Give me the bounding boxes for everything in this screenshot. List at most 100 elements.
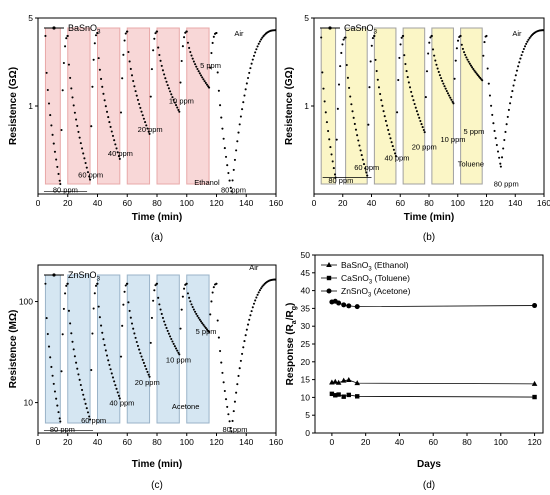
data-point [325, 121, 328, 124]
data-point [360, 154, 363, 157]
data-point [152, 49, 155, 52]
data-point [249, 314, 252, 317]
data-point [83, 157, 86, 160]
y-tick-label: 10 [301, 392, 311, 402]
data-point [245, 328, 248, 331]
data-point [82, 152, 85, 155]
data-point [180, 59, 183, 63]
series-line [331, 379, 535, 385]
data-point [94, 284, 98, 287]
data-point [141, 114, 144, 117]
data-point [163, 320, 166, 323]
data-point [445, 89, 448, 93]
data-point [186, 41, 189, 44]
y-tick-label: 15 [301, 375, 311, 385]
data-point [351, 110, 354, 113]
data-point [241, 108, 244, 111]
legend-label: CaSnO3 (Toluene) [341, 273, 410, 286]
data-point [332, 167, 335, 170]
data-point [402, 34, 405, 38]
data-point [518, 61, 521, 64]
data-point [226, 164, 229, 167]
data-point [164, 323, 167, 326]
data-point [140, 110, 143, 113]
data-point [390, 141, 393, 144]
data-point [57, 411, 60, 414]
data-point [163, 73, 166, 76]
annotation: Acetone [172, 402, 200, 411]
data-point [178, 353, 181, 356]
data-point [114, 384, 117, 387]
data-point [422, 128, 425, 132]
data-point [232, 410, 235, 413]
data-point [481, 79, 484, 82]
data-point [469, 64, 473, 67]
data-point [71, 340, 74, 343]
data-point [425, 70, 429, 73]
data-point [201, 322, 204, 325]
data-point [142, 361, 145, 365]
y-tick-label: 30 [301, 321, 311, 331]
response-cycle-6 [185, 282, 218, 334]
data-point [190, 303, 193, 306]
exposure-window-5 [431, 27, 454, 185]
x-tick-label: 0 [312, 198, 317, 208]
data-point [77, 373, 80, 376]
legend-label: ZnSnO3 [68, 270, 101, 283]
annotation: Ethanol [194, 178, 220, 187]
data-point [154, 32, 157, 35]
data-point [504, 130, 507, 133]
data-point [509, 102, 512, 105]
exposure-window-1 [44, 27, 61, 185]
response-cycle-7 [215, 278, 277, 433]
data-point [154, 284, 157, 287]
data-point [367, 123, 370, 126]
data-point [352, 116, 355, 119]
data-point [417, 113, 420, 116]
data-point [104, 349, 107, 352]
data-point [158, 53, 161, 57]
data-point [104, 105, 107, 108]
data-point [415, 110, 418, 113]
annotation: 5 ppm [200, 61, 221, 70]
data-point [494, 137, 497, 140]
data-point [346, 76, 349, 79]
data-point [58, 179, 61, 182]
data-point [221, 127, 224, 130]
data-point [76, 367, 79, 370]
data-point [210, 51, 213, 55]
data-point [512, 84, 515, 87]
data-point [323, 100, 326, 103]
x-tick-label: 40 [395, 437, 405, 447]
data-point [152, 299, 155, 302]
data-point [145, 367, 148, 371]
data-point [111, 134, 115, 137]
data-point [471, 66, 474, 69]
x-axis-label: Days [417, 459, 441, 470]
data-point [424, 96, 427, 99]
data-point [160, 64, 163, 67]
data-point [181, 295, 184, 298]
data-point [438, 74, 441, 77]
data-point [257, 42, 260, 45]
data-point [255, 296, 258, 299]
data-point [76, 124, 79, 127]
data-point [341, 43, 344, 46]
data-point [476, 74, 479, 77]
data-point [443, 85, 446, 88]
x-tick-label: 160 [269, 437, 283, 447]
data-point [46, 88, 49, 92]
data-point [115, 147, 118, 150]
y-tick-label: 1 [28, 101, 33, 111]
data-point [444, 87, 447, 90]
exposure-window-4 [126, 27, 151, 185]
data-point [406, 76, 409, 79]
data-point [159, 59, 162, 62]
x-tick-label: 20 [63, 437, 73, 447]
data-point [219, 104, 222, 107]
data-point [320, 36, 323, 39]
data-point [88, 175, 91, 178]
data-point [221, 371, 224, 374]
data-point [515, 69, 519, 72]
data-point [358, 144, 361, 147]
